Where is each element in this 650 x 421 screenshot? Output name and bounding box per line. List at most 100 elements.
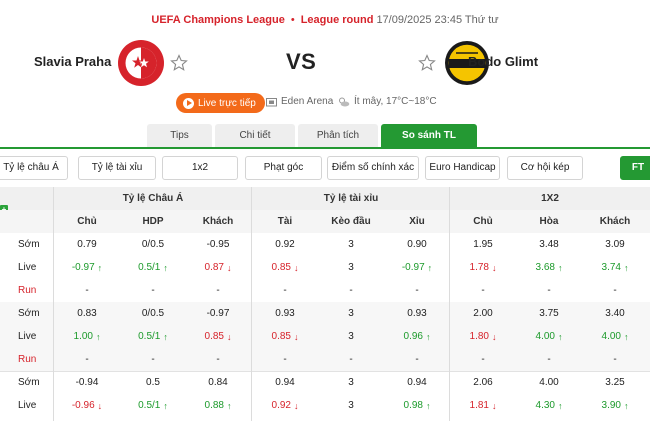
odds-cell[interactable]: 0.85 ↓ xyxy=(255,256,315,279)
odds-cell[interactable]: - xyxy=(123,348,183,371)
odds-cell[interactable]: 0.83 xyxy=(57,302,117,325)
odds-cell[interactable]: 2.00 xyxy=(453,302,513,325)
odds-cell[interactable]: 3.25 xyxy=(585,371,645,394)
home-team-crest-icon[interactable] xyxy=(117,39,165,87)
bet-type-asian-handicap[interactable]: Tỷ lệ châu Á xyxy=(0,156,68,180)
odds-cell[interactable]: -0.97 ↑ xyxy=(57,256,117,279)
odds-cell[interactable]: -0.95 xyxy=(188,233,248,256)
tab-details[interactable]: Chi tiết xyxy=(215,124,295,147)
odds-cell[interactable]: - xyxy=(255,279,315,302)
tab-analysis[interactable]: Phân tích xyxy=(298,124,378,147)
odds-cell[interactable]: 0.87 ↓ xyxy=(188,256,248,279)
odds-cell[interactable]: 0.93 xyxy=(387,302,447,325)
arrow-up-icon: ↑ xyxy=(425,400,431,411)
odds-cell[interactable]: -0.97 ↑ xyxy=(387,256,447,279)
odds-cell[interactable]: 0.96 ↑ xyxy=(387,325,447,348)
odds-cell[interactable]: 0.93 xyxy=(255,302,315,325)
odds-cell[interactable]: 4.00 ↑ xyxy=(585,325,645,348)
odds-cell[interactable]: - xyxy=(57,279,117,302)
odds-cell[interactable]: 0.88 ↑ xyxy=(188,394,248,417)
odds-cell[interactable]: 0.85 ↓ xyxy=(255,325,315,348)
odds-cell[interactable]: - xyxy=(585,348,645,371)
odds-cell[interactable]: 4.00 xyxy=(519,371,579,394)
odds-cell[interactable]: 3 xyxy=(321,302,381,325)
odds-cell[interactable]: 4.00 ↑ xyxy=(519,325,579,348)
odds-cell[interactable]: 1.81 ↓ xyxy=(453,394,513,417)
odds-cell[interactable]: 0.84 xyxy=(188,371,248,394)
odds-cell[interactable]: 0.5/1 ↑ xyxy=(123,325,183,348)
weather-text: Ít mây, 17°C~18°C xyxy=(354,96,437,107)
weather: Ít mây, 17°C~18°C xyxy=(338,96,437,107)
odds-cell[interactable]: 3.68 ↑ xyxy=(519,256,579,279)
odds-cell[interactable]: 0.5/1 ↑ xyxy=(123,256,183,279)
odds-cell[interactable]: 3 xyxy=(321,233,381,256)
tab-tips[interactable]: Tips xyxy=(147,124,212,147)
away-team-crest-icon[interactable] xyxy=(444,40,490,86)
away-team-name[interactable]: Bodo Glimt xyxy=(468,54,539,69)
arrow-down-icon: ↓ xyxy=(491,400,497,411)
full-time-button[interactable]: FT xyxy=(620,156,650,180)
odds-cell[interactable]: - xyxy=(387,279,447,302)
odds-cell[interactable]: - xyxy=(255,348,315,371)
odds-cell[interactable]: 0/0.5 xyxy=(123,233,183,256)
tab-odds-compare[interactable]: So sánh TL xyxy=(381,124,477,147)
league-name[interactable]: UEFA Champions League xyxy=(151,14,285,26)
odds-cell[interactable]: 0.90 xyxy=(387,233,447,256)
odds-cell[interactable]: 3.40 xyxy=(585,302,645,325)
live-stream-button[interactable]: Live trực tiếp xyxy=(176,93,265,113)
bet-type-over-under[interactable]: Tỷ lệ tài xỉu xyxy=(78,156,156,180)
bet-type-double-chance[interactable]: Cơ hội kép xyxy=(507,156,583,180)
odds-cell[interactable]: - xyxy=(519,279,579,302)
odds-cell[interactable]: 0.85 ↓ xyxy=(188,325,248,348)
odds-cell[interactable]: 1.00 ↑ xyxy=(57,325,117,348)
odds-cell[interactable]: 4.30 ↑ xyxy=(519,394,579,417)
odds-value: 3.68 xyxy=(535,262,555,273)
odds-cell[interactable]: 3 xyxy=(321,256,381,279)
bet-type-corners[interactable]: Phạt góc xyxy=(245,156,322,180)
odds-cell[interactable]: 3.48 xyxy=(519,233,579,256)
odds-cell[interactable]: 0.94 xyxy=(387,371,447,394)
odds-cell[interactable]: - xyxy=(57,348,117,371)
odds-cell[interactable]: 0.94 xyxy=(255,371,315,394)
odds-cell[interactable]: - xyxy=(321,348,381,371)
expand-plus-icon[interactable]: + xyxy=(0,205,8,214)
odds-cell[interactable]: 2.06 xyxy=(453,371,513,394)
odds-cell[interactable]: 0/0.5 xyxy=(123,302,183,325)
odds-cell[interactable]: 3.90 ↑ xyxy=(585,394,645,417)
odds-cell[interactable]: 0.98 ↑ xyxy=(387,394,447,417)
odds-cell[interactable]: -0.96 ↓ xyxy=(57,394,117,417)
odds-cell[interactable]: - xyxy=(188,279,248,302)
league-round[interactable]: League round xyxy=(300,14,374,26)
odds-cell[interactable]: - xyxy=(453,348,513,371)
home-team-name[interactable]: Slavia Praha xyxy=(34,54,112,69)
odds-value: 0.92 xyxy=(275,239,295,250)
odds-cell[interactable]: 0.5 xyxy=(123,371,183,394)
odds-cell[interactable]: 3.09 xyxy=(585,233,645,256)
odds-cell[interactable]: 3.74 ↑ xyxy=(585,256,645,279)
odds-cell[interactable]: 0.92 ↓ xyxy=(255,394,315,417)
odds-cell[interactable]: -0.94 xyxy=(57,371,117,394)
odds-cell[interactable]: 3 xyxy=(321,394,381,417)
bet-type-correct-score[interactable]: Điểm số chính xác xyxy=(327,156,419,180)
odds-cell[interactable]: - xyxy=(188,348,248,371)
odds-cell[interactable]: 0.5/1 ↑ xyxy=(123,394,183,417)
odds-cell[interactable]: - xyxy=(387,348,447,371)
odds-cell[interactable]: - xyxy=(321,279,381,302)
odds-cell[interactable]: 3.75 xyxy=(519,302,579,325)
odds-cell[interactable]: 0.79 xyxy=(57,233,117,256)
odds-cell[interactable]: - xyxy=(519,348,579,371)
odds-cell[interactable]: - xyxy=(585,279,645,302)
odds-cell[interactable]: 3 xyxy=(321,325,381,348)
odds-cell[interactable]: -0.97 xyxy=(188,302,248,325)
odds-cell[interactable]: - xyxy=(123,279,183,302)
odds-cell[interactable]: 0.92 xyxy=(255,233,315,256)
odds-cell[interactable]: - xyxy=(453,279,513,302)
favorite-home-star-icon[interactable] xyxy=(170,54,188,72)
odds-cell[interactable]: 1.78 ↓ xyxy=(453,256,513,279)
favorite-away-star-icon[interactable] xyxy=(418,54,436,72)
bet-type-1x2[interactable]: 1x2 xyxy=(162,156,238,180)
odds-cell[interactable]: 3 xyxy=(321,371,381,394)
bet-type-euro-handicap[interactable]: Euro Handicap xyxy=(425,156,500,180)
odds-cell[interactable]: 1.95 xyxy=(453,233,513,256)
odds-cell[interactable]: 1.80 ↓ xyxy=(453,325,513,348)
